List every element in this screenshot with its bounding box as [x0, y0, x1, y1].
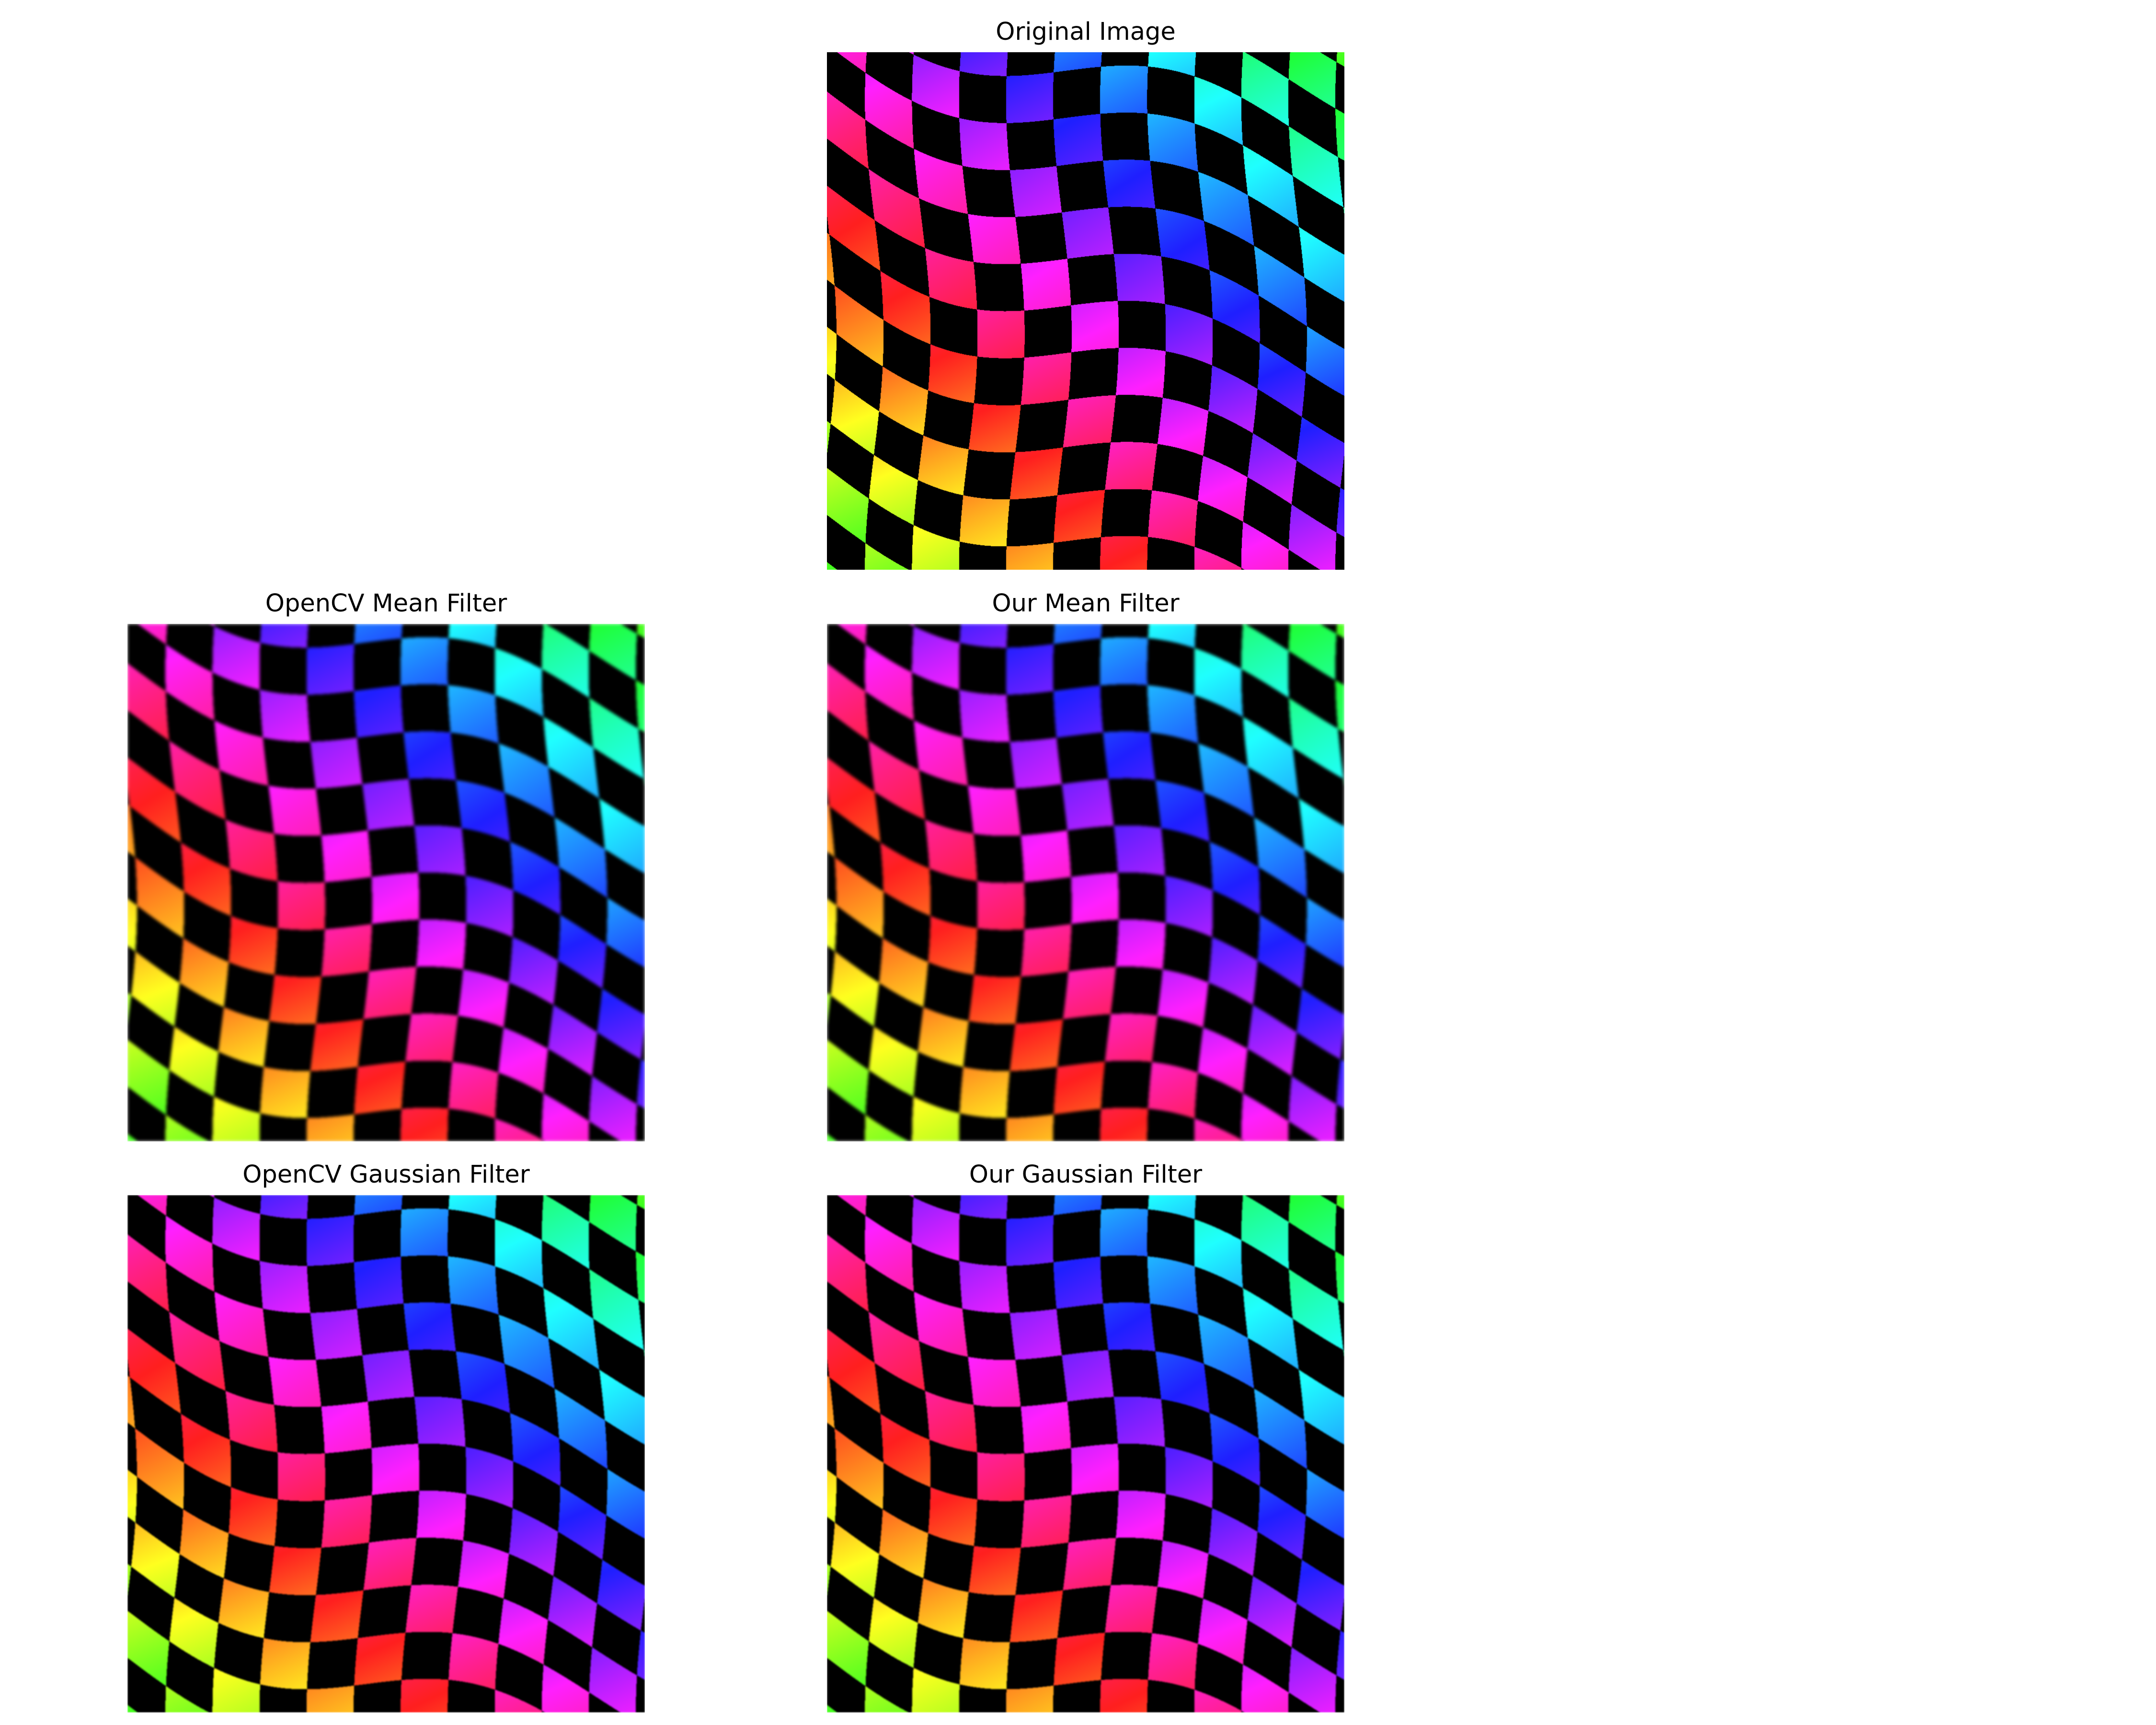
- our-mean-filtered-image: [827, 624, 1344, 1141]
- opencv-gaussian-filtered-image: [127, 1195, 645, 1713]
- panel-title: OpenCV Mean Filter: [265, 589, 507, 618]
- our-gaussian-filtered-image: [827, 1195, 1344, 1713]
- panel-title: Original Image: [996, 18, 1176, 46]
- panel-title: OpenCV Gaussian Filter: [242, 1161, 530, 1189]
- opencv-mean-filtered-image: [127, 624, 645, 1141]
- panel-title: Our Mean Filter: [992, 589, 1180, 618]
- original-image: [827, 52, 1344, 570]
- panel-title: Our Gaussian Filter: [969, 1161, 1203, 1189]
